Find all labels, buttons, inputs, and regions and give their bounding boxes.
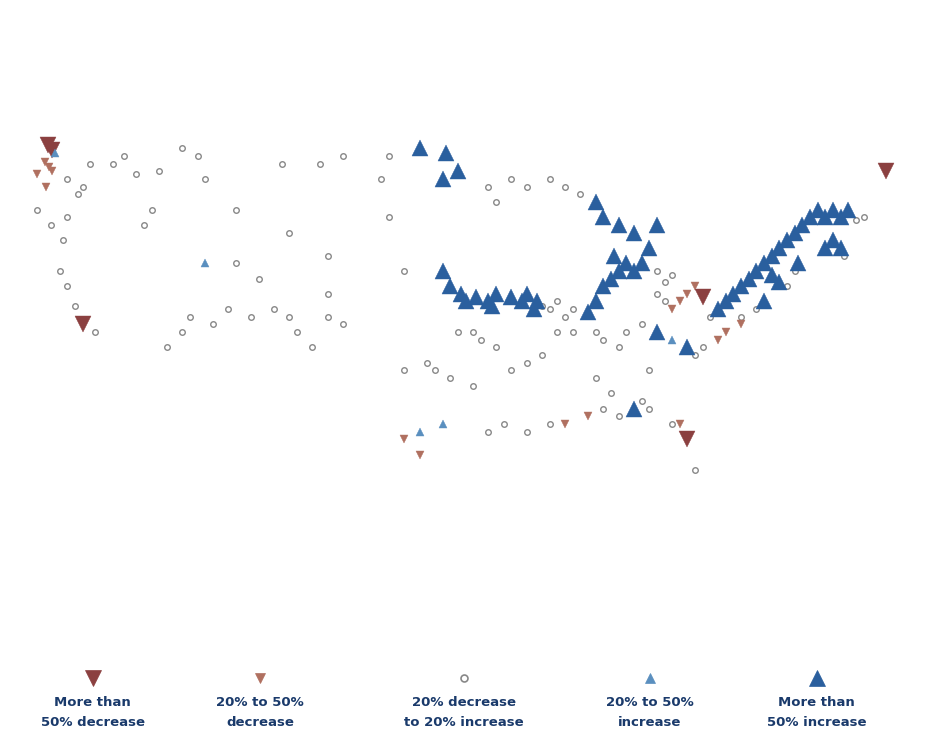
Text: More than: More than [55, 696, 131, 709]
Text: to 20% increase: to 20% increase [404, 716, 523, 728]
Text: decrease: decrease [225, 716, 294, 728]
Text: 50% decrease: 50% decrease [41, 716, 145, 728]
Text: increase: increase [617, 716, 680, 728]
Text: 20% to 50%: 20% to 50% [605, 696, 692, 709]
Text: More than: More than [778, 696, 854, 709]
Text: 20% decrease: 20% decrease [412, 696, 515, 709]
Text: 50% increase: 50% increase [766, 716, 866, 728]
Text: 20% to 50%: 20% to 50% [216, 696, 303, 709]
